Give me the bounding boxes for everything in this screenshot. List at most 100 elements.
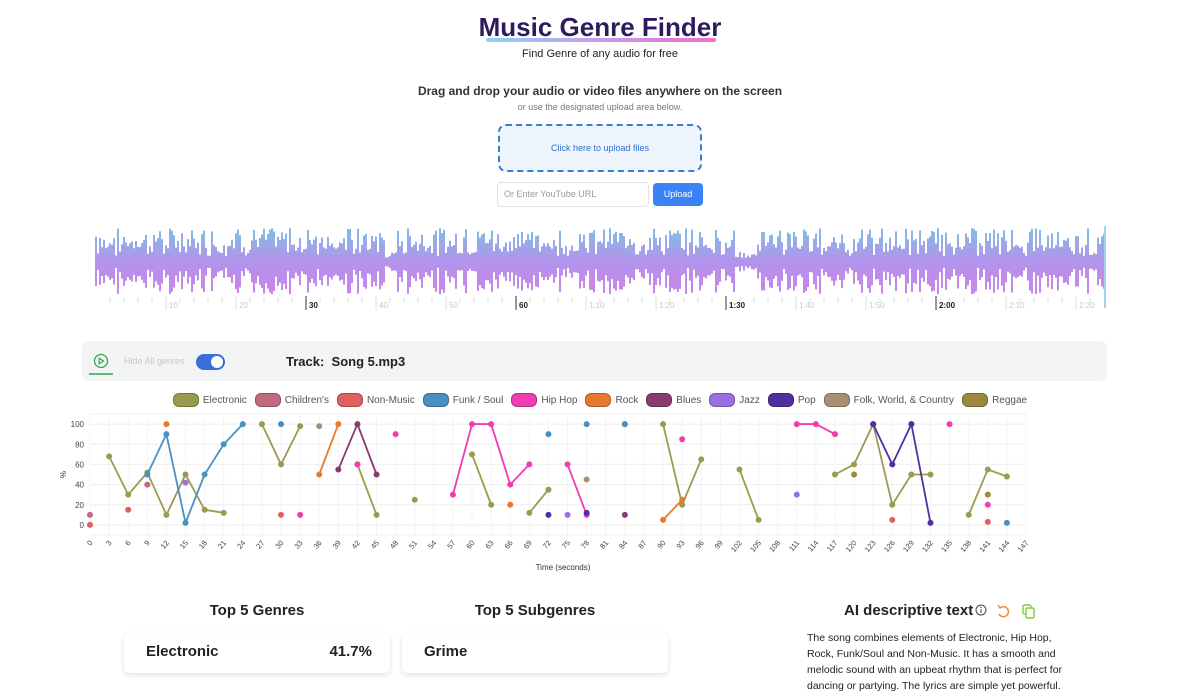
data-point (278, 461, 285, 468)
url-input[interactable]: Or Enter YouTube URL (497, 182, 649, 207)
data-point (946, 421, 953, 428)
x-tick-label: 63 (483, 539, 495, 551)
hide-genres-label: Hide All genres (124, 356, 185, 366)
legend-label: Folk, World, & Country (853, 394, 955, 406)
x-tick-label: 9 (142, 539, 152, 548)
x-tick-label: 51 (407, 539, 419, 551)
data-point (335, 466, 342, 473)
legend-item[interactable]: Electronic (172, 393, 247, 407)
waveform-tick-label: 1:30 (729, 301, 746, 310)
dropzone[interactable]: Click here to upload files (498, 124, 702, 172)
waveform-tick-label: 10 (169, 301, 178, 310)
data-point (755, 516, 762, 523)
data-point (545, 431, 552, 438)
waveform (95, 228, 1105, 295)
data-point (182, 519, 189, 526)
data-point (927, 519, 934, 526)
waveform-tick-label: 20 (239, 301, 248, 310)
y-axis-title: % (59, 471, 68, 478)
legend-swatch (585, 393, 612, 407)
data-point (793, 491, 800, 498)
x-tick-label: 123 (863, 539, 878, 554)
upload-subheading: or use the designated upload area below. (517, 102, 683, 112)
legend-label: Funk / Soul (452, 394, 504, 406)
x-tick-label: 54 (426, 539, 438, 551)
x-tick-label: 120 (844, 539, 859, 554)
data-point (831, 471, 838, 478)
x-tick-label: 21 (216, 539, 228, 551)
play-button[interactable] (89, 350, 113, 376)
series-line (147, 424, 1007, 523)
data-point (793, 421, 800, 428)
legend-label: Electronic (202, 394, 247, 406)
data-point (201, 506, 208, 513)
x-tick-label: 15 (178, 539, 190, 551)
x-tick-label: 33 (292, 539, 304, 551)
legend-item[interactable]: Jazz (709, 393, 760, 407)
legend-swatch (511, 393, 538, 407)
data-point (812, 421, 819, 428)
x-tick-label: 117 (825, 539, 840, 554)
genre-name: Electronic (146, 643, 219, 660)
toggle[interactable] (196, 354, 225, 370)
data-point (851, 471, 858, 478)
genres-title: Top 5 Genres (209, 602, 305, 619)
data-point (87, 511, 93, 518)
data-point (335, 421, 342, 428)
data-point (908, 421, 915, 428)
data-point (889, 516, 896, 523)
data-point (545, 486, 552, 493)
data-point (278, 421, 285, 428)
data-point (583, 509, 590, 516)
data-point (984, 466, 991, 473)
data-point (373, 511, 380, 518)
upload-button[interactable]: Upload (653, 183, 703, 206)
legend-item[interactable]: Pop (767, 393, 816, 407)
legend-item[interactable]: Funk / Soul (422, 393, 504, 407)
data-point (984, 491, 991, 498)
legend-swatch (254, 393, 281, 407)
charts: 10 20 30 40 50 60 1:10 1:20 1:30 1:40 1:50 2:00 2:10… (59, 226, 1106, 572)
legend-label: Rock (615, 394, 639, 406)
legend-item[interactable]: Reggae (962, 393, 1027, 407)
waveform-tick-label: 40 (379, 301, 388, 310)
x-tick-label: 24 (235, 539, 247, 551)
legend-item[interactable]: Hip Hop (511, 393, 577, 407)
legend-item[interactable]: Folk, World, & Country (823, 393, 955, 407)
control-bar (82, 341, 1107, 381)
ai-text: The song combines elements of Electronic… (807, 632, 1063, 692)
legend-item[interactable]: Rock (585, 393, 638, 407)
data-point (354, 461, 361, 468)
data-point (889, 501, 896, 508)
x-axis-title: Time (seconds) (536, 563, 591, 572)
x-tick-label: 48 (388, 539, 400, 551)
y-tick-label: 100 (71, 420, 85, 429)
genre-card: Electronic 41.7% (124, 633, 390, 673)
x-tick-label: 141 (977, 539, 992, 554)
series-line (872, 421, 932, 524)
y-tick-label: 60 (75, 460, 84, 469)
legend-item[interactable]: Non-Music (336, 393, 415, 407)
legend-label: Hip Hop (541, 394, 578, 406)
waveform-tick-label: 2:20 (1079, 301, 1095, 310)
legend-swatch (709, 393, 736, 407)
ai-icons[interactable] (974, 603, 1042, 621)
data-point (564, 511, 571, 518)
data-point (411, 496, 418, 503)
x-tick-label: 6 (123, 539, 133, 548)
x-tick-label: 114 (806, 539, 821, 554)
legend-item[interactable]: Children's (254, 393, 329, 407)
data-point (526, 509, 533, 516)
legend-label: Blues (676, 394, 702, 406)
legend-swatch (823, 393, 850, 407)
x-tick-label: 3 (104, 539, 114, 548)
data-point (965, 511, 972, 518)
data-point (392, 431, 399, 438)
genre-share: 41.7% (329, 643, 372, 660)
data-point (163, 431, 170, 438)
data-point (660, 516, 667, 523)
legend-item[interactable]: Blues (646, 393, 701, 407)
data-point (679, 436, 686, 443)
legend-swatch (646, 393, 673, 407)
legend: Electronic Children's Non-Music Funk / Soul… (0, 393, 1200, 407)
